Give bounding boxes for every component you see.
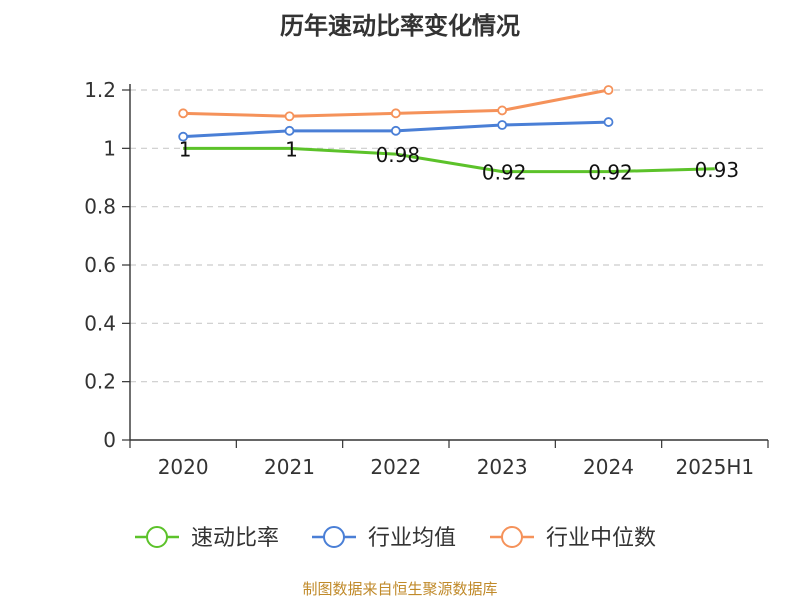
x-tick-label-4: 2024 (583, 455, 634, 479)
series-1-point-4 (603, 117, 614, 127)
series-2-point-0 (178, 108, 189, 119)
y-tick-label-6: 1.2 (84, 78, 116, 102)
data-label-1: 1 (285, 137, 298, 161)
series-2-point-4 (603, 85, 614, 95)
data-label-3: 0.92 (482, 161, 527, 185)
y-tick-label-3: 0.6 (84, 253, 116, 277)
y-tick-label-0: 0 (103, 428, 116, 452)
legend-marker-1 (323, 526, 345, 548)
series-1-point-2 (390, 125, 401, 136)
y-tick-label-2: 0.4 (84, 311, 116, 335)
series-1-point-1 (284, 125, 295, 136)
y-tick-label-5: 1 (103, 136, 116, 160)
y-tick-label-1: 0.2 (84, 370, 116, 394)
series-line-0 (183, 146, 715, 174)
x-tick-label-5: 2025H1 (675, 455, 754, 479)
x-tick-label-1: 2021 (264, 455, 315, 479)
source-note: 制图数据来自恒生聚源数据库 (302, 580, 498, 598)
data-label-2: 0.98 (376, 143, 421, 167)
x-tick-label-2: 2022 (370, 455, 421, 479)
legend-marker-2 (501, 526, 523, 548)
y-tick-label-4: 0.8 (84, 195, 116, 219)
chart-title: 历年速动比率变化情况 (280, 12, 520, 40)
legend-label-0: 速动比率 (191, 526, 279, 551)
legend-marker-0 (146, 526, 168, 548)
series-2-point-3 (497, 105, 508, 116)
series-1-point-0 (178, 131, 189, 142)
series-1-point-3 (497, 120, 508, 130)
legend-label-1: 行业均值 (368, 526, 456, 551)
series-2-point-1 (284, 111, 295, 122)
data-label-5: 0.93 (695, 158, 740, 182)
data-label-0: 1 (179, 137, 192, 161)
series-2-point-2 (390, 108, 401, 119)
data-label-4: 0.92 (588, 161, 633, 185)
x-tick-label-0: 2020 (158, 455, 209, 479)
legend-label-2: 行业中位数 (546, 526, 656, 551)
x-tick-label-3: 2023 (477, 455, 528, 479)
